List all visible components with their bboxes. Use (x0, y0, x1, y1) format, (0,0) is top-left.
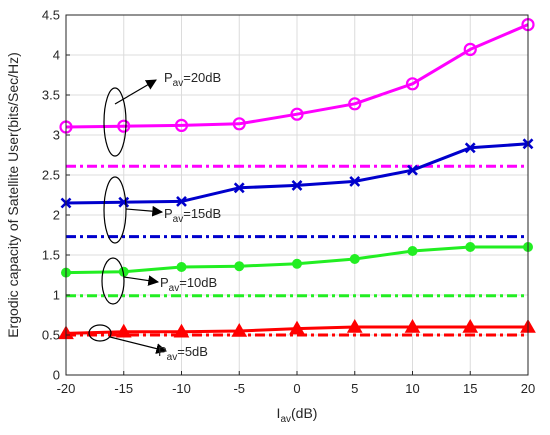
data-point-dot (292, 258, 302, 269)
data-point-triangle (404, 318, 421, 333)
x-tick-label: 15 (463, 381, 477, 396)
annotation-10db: Pav=10dB (101, 257, 217, 305)
y-tick-label: 1 (53, 288, 60, 303)
annotation-arrow-20db (114, 79, 157, 105)
series-line-1 (65, 23, 529, 129)
axis-ticks: -20 -15 -10 -5 0 5 10 15 20 0 0.5 1 1.5 2 2.5 3 3.5 4 4.5 (42, 8, 535, 397)
y-tick-label: 2.5 (42, 168, 60, 183)
annotation-ellipse-5db (88, 324, 112, 342)
data-point-triangle (231, 322, 248, 337)
data-point-cross (349, 175, 361, 187)
annotation-ellipse-20db (103, 87, 127, 157)
y-tick-label: 3 (53, 128, 60, 143)
data-point-circle (290, 107, 304, 121)
y-axis-label: Ergodic capacity of Satellite User(bits/… (5, 52, 21, 338)
x-tick-label: 20 (521, 381, 535, 396)
annotation-5db: Pav=5dB (88, 324, 208, 363)
annotation-ellipse-15db (103, 176, 127, 244)
data-point-circle (405, 77, 420, 91)
y-tick-label: 2 (53, 208, 60, 223)
annotation-ellipse-10db (101, 257, 125, 305)
x-tick-label: 0 (293, 381, 300, 396)
x-tick-label: -15 (114, 381, 133, 396)
data-point-circle (463, 42, 477, 57)
y-tick-label: 3.5 (42, 88, 60, 103)
x-tick-label: -20 (57, 381, 76, 396)
annotation-15db: Pav=15dB (103, 176, 221, 244)
x-tick-label: -10 (172, 381, 191, 396)
x-tick-label: -5 (233, 381, 245, 396)
data-point-cross (176, 195, 187, 207)
annotation-label-10db: Pav=10dB (160, 275, 217, 294)
data-point-cross (464, 142, 476, 154)
data-point-circle (348, 97, 362, 111)
annotation-label-20db: Pav=20dB (164, 70, 221, 89)
annotation-arrow-10db (123, 275, 160, 286)
y-tick-label: 0.5 (42, 328, 60, 343)
x-tick-label: 10 (405, 381, 419, 396)
data-point-cross (291, 179, 303, 191)
data-point-dot (407, 246, 418, 256)
data-point-dot (234, 261, 245, 272)
x-tick-label: 5 (351, 381, 358, 396)
data-point-cross (407, 164, 418, 176)
annotation-label-15db: Pav=15dB (164, 206, 221, 225)
data-point-dot (465, 242, 476, 252)
data-point-triangle (346, 318, 363, 333)
annotation-arrow-5db (109, 336, 168, 354)
data-point-triangle (115, 323, 132, 338)
y-tick-label: 0 (53, 368, 60, 383)
data-point-triangle (289, 320, 305, 335)
data-point-dot (176, 262, 187, 272)
data-point-triangle (173, 323, 190, 338)
data-point-triangle (462, 318, 479, 333)
data-point-cross (233, 182, 245, 194)
annotation-arrow-15db (125, 205, 164, 217)
annotation-label-5db: Pav=5dB (158, 344, 208, 363)
x-axis-label: Iav(dB) (277, 405, 318, 425)
y-tick-label: 4.5 (42, 8, 60, 23)
data-point-circle (117, 119, 131, 133)
data-point-circle (232, 117, 246, 131)
data-point-cross (118, 196, 130, 208)
annotation-20db: Pav=20dB (103, 70, 221, 157)
y-tick-label: 1.5 (42, 248, 60, 263)
data-point-dot (349, 254, 360, 264)
y-tick-label: 4 (53, 48, 60, 63)
data-point-circle (174, 118, 189, 133)
